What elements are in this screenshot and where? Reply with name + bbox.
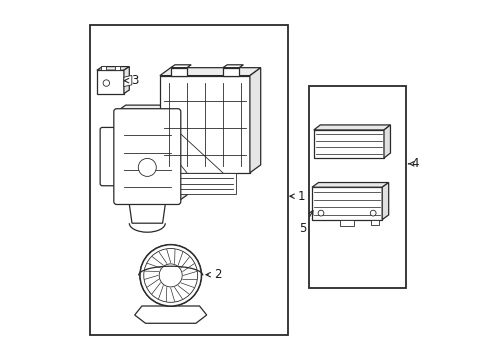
Polygon shape (178, 105, 186, 202)
Bar (89, 25, 287, 335)
Bar (160, 76, 249, 173)
FancyBboxPatch shape (114, 109, 181, 204)
Polygon shape (117, 105, 186, 112)
Bar (223, 68, 239, 76)
Polygon shape (311, 183, 388, 187)
Circle shape (103, 80, 109, 86)
Polygon shape (371, 220, 378, 225)
Bar (170, 68, 186, 76)
Polygon shape (383, 125, 390, 158)
Polygon shape (160, 68, 260, 76)
Circle shape (138, 158, 156, 176)
Bar (160, 173, 236, 194)
Text: 2: 2 (205, 268, 221, 281)
Bar (309, 86, 406, 288)
Bar (115, 66, 120, 70)
Text: 4: 4 (407, 157, 418, 170)
Text: 5: 5 (299, 211, 312, 235)
Polygon shape (313, 125, 390, 130)
Polygon shape (123, 67, 129, 94)
Polygon shape (249, 68, 260, 173)
Circle shape (140, 245, 201, 306)
FancyBboxPatch shape (100, 127, 121, 186)
Polygon shape (339, 220, 354, 226)
Circle shape (369, 210, 375, 216)
Bar (101, 66, 106, 70)
Polygon shape (223, 65, 243, 68)
Bar (97, 70, 123, 94)
Polygon shape (97, 67, 129, 70)
Circle shape (159, 264, 182, 287)
Polygon shape (382, 183, 388, 220)
Polygon shape (123, 76, 132, 87)
Text: 1: 1 (289, 190, 305, 203)
Polygon shape (311, 187, 382, 220)
Text: 3: 3 (124, 74, 138, 87)
Polygon shape (129, 202, 165, 223)
Polygon shape (134, 306, 206, 323)
Polygon shape (313, 130, 383, 158)
Polygon shape (170, 65, 191, 68)
Circle shape (318, 210, 323, 216)
